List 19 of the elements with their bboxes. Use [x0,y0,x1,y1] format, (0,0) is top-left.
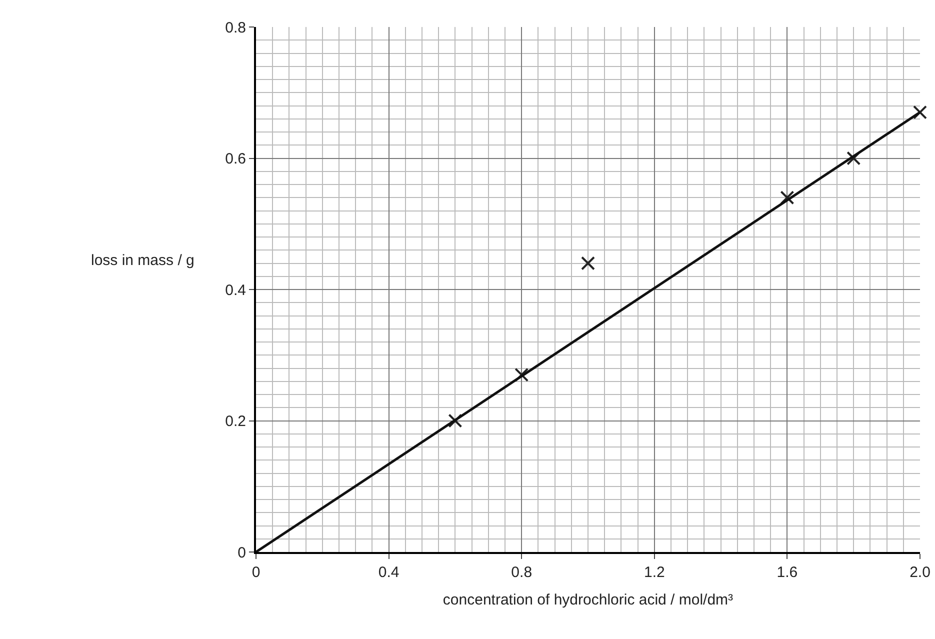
y-tick-label: 0.6 [225,150,246,168]
y-tick-label: 0.8 [225,19,246,36]
y-tick-label: 0.4 [225,282,246,299]
point [514,368,529,382]
point [913,105,927,120]
x-tick-label: 0.4 [378,564,400,581]
x-tick-label: 0 [252,564,260,581]
x-axis-title: concentration of hydrochloric acid / mol/dm³ [442,592,734,608]
x-tick-label: 1.6 [776,564,798,581]
point [448,414,462,428]
y-tick-label: 0.2 [225,413,246,430]
point [846,151,861,166]
x-tick-label: 2.0 [910,564,930,581]
point [780,190,794,205]
x-tick-label: 0.8 [511,564,532,581]
point [581,256,595,270]
y-tick-label: 0 [238,544,246,562]
y-axis-title: loss in mass / g [91,252,194,269]
x-tick-label: 1.2 [644,564,665,581]
